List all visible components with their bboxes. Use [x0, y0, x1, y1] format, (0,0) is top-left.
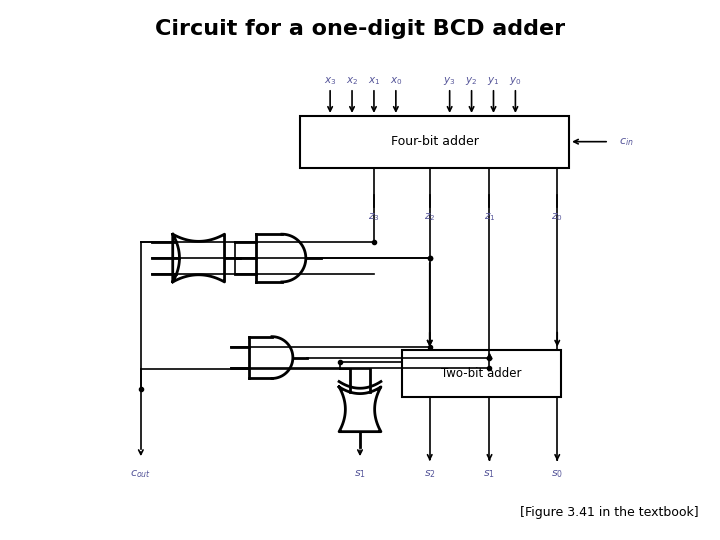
Text: $s_1$: $s_1$	[484, 468, 495, 480]
Bar	[402, 349, 561, 397]
Text: $y_3$: $y_3$	[444, 75, 456, 87]
Text: Circuit for a one-digit BCD adder: Circuit for a one-digit BCD adder	[155, 19, 565, 39]
Bar	[300, 116, 570, 167]
Text: $x_3$: $x_3$	[324, 75, 336, 87]
Text: $y_2$: $y_2$	[465, 75, 477, 87]
Text: $x_0$: $x_0$	[390, 75, 402, 87]
Text: $z_3$: $z_3$	[368, 211, 379, 223]
Text: $c_{in}$: $c_{in}$	[619, 136, 634, 147]
Text: $z_2$: $z_2$	[424, 211, 436, 223]
Text: $s_1$: $s_1$	[354, 468, 366, 480]
Text: $s_2$: $s_2$	[424, 468, 436, 480]
Text: $y_0$: $y_0$	[509, 75, 522, 87]
Text: $x_1$: $x_1$	[368, 75, 380, 87]
Text: Two-bit adder: Two-bit adder	[441, 367, 522, 380]
Text: $c_{out}$: $c_{out}$	[130, 468, 151, 480]
Text: Four-bit adder: Four-bit adder	[391, 135, 479, 148]
Text: [Figure 3.41 in the textbook]: [Figure 3.41 in the textbook]	[520, 506, 698, 519]
Text: $x_2$: $x_2$	[346, 75, 358, 87]
Text: $z_1$: $z_1$	[484, 211, 495, 223]
Text: $s_0$: $s_0$	[551, 468, 563, 480]
Text: $y_1$: $y_1$	[487, 75, 500, 87]
Text: $z_0$: $z_0$	[552, 211, 563, 223]
